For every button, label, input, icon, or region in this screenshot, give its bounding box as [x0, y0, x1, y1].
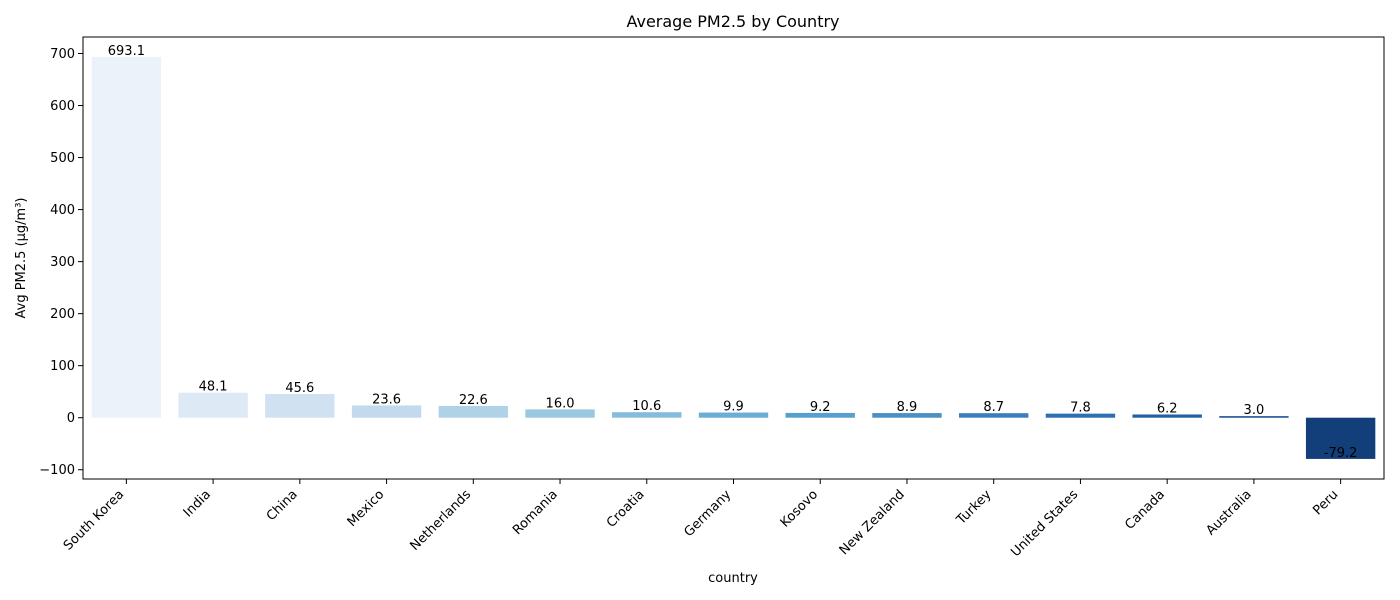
- data-label: 8.7: [983, 400, 1004, 415]
- x-tick-label: Australia: [1203, 487, 1254, 538]
- data-label: 3.0: [1244, 403, 1265, 418]
- bar-india: [178, 392, 248, 418]
- x-axis-label: country: [708, 571, 758, 586]
- data-label: 10.6: [632, 399, 661, 414]
- x-tick-label: United States: [1008, 487, 1081, 560]
- bar-turkey: [959, 413, 1029, 418]
- y-tick-label: 500: [50, 151, 75, 166]
- x-tick-label: India: [181, 487, 214, 520]
- x-tick-label: Germany: [681, 487, 734, 540]
- y-tick-label: 600: [50, 99, 75, 114]
- bar-canada: [1132, 414, 1202, 418]
- bar-united-states: [1045, 413, 1116, 418]
- bar-new-zealand: [872, 413, 942, 418]
- data-label: 48.1: [199, 380, 228, 395]
- x-tick-label: Turkey: [953, 487, 994, 528]
- y-axis: −100 0 100 200 300 400 500 600 700: [39, 47, 83, 478]
- bar-romania: [525, 409, 595, 418]
- bar-china: [265, 393, 335, 418]
- data-label: 693.1: [108, 44, 145, 59]
- data-label: 8.9: [897, 400, 918, 415]
- x-tick-label: Canada: [1122, 487, 1168, 533]
- y-tick-label: 100: [50, 359, 75, 374]
- x-tick-label: Netherlands: [407, 487, 474, 554]
- bar-peru: [1305, 417, 1376, 459]
- x-axis: South Korea India China Mexico Netherlands Ro…: [61, 479, 1341, 560]
- y-tick-label: 0: [67, 411, 75, 426]
- x-tick-label: New Zealand: [837, 487, 908, 558]
- x-tick-label: Mexico: [345, 487, 388, 530]
- chart-title: Average PM2.5 by Country: [626, 12, 839, 31]
- data-label: 9.9: [723, 400, 744, 415]
- x-tick-label: China: [264, 487, 301, 524]
- x-tick-label: Romania: [510, 487, 561, 538]
- bar-kosovo: [785, 412, 855, 418]
- bar-south-korea: [91, 57, 162, 418]
- x-tick-label: Kosovo: [778, 487, 821, 530]
- y-tick-label: 300: [50, 255, 75, 270]
- x-tick-label: Peru: [1310, 487, 1341, 518]
- plot-frame: [82, 36, 1385, 480]
- x-tick-label: Croatia: [604, 487, 648, 531]
- data-label: 22.6: [459, 393, 488, 408]
- bars-layer: [91, 57, 1376, 459]
- bar-australia: [1219, 416, 1289, 418]
- y-tick-label: 400: [50, 203, 75, 218]
- x-tick-label: South Korea: [61, 487, 127, 553]
- y-tick-label: 700: [50, 47, 75, 62]
- y-axis-label: Avg PM2.5 (µg/m³): [14, 198, 29, 319]
- y-tick-label: 200: [50, 307, 75, 322]
- data-labels-layer: 693.1 48.1 45.6 23.6 22.6 16.0 10.6 9.9 9.2 8.9 8.…: [108, 44, 1358, 461]
- data-label: 23.6: [372, 392, 401, 407]
- data-label: 9.2: [810, 400, 831, 415]
- bar-croatia: [612, 412, 682, 418]
- data-label: 45.6: [285, 381, 314, 396]
- y-tick-label: −100: [39, 463, 75, 478]
- data-label: 7.8: [1070, 401, 1091, 416]
- bar-germany: [698, 412, 769, 418]
- bar-mexico: [351, 405, 422, 418]
- data-label: -79.2: [1324, 446, 1358, 461]
- data-label: 6.2: [1157, 401, 1178, 416]
- bar-netherlands: [438, 405, 508, 418]
- data-label: 16.0: [546, 396, 575, 411]
